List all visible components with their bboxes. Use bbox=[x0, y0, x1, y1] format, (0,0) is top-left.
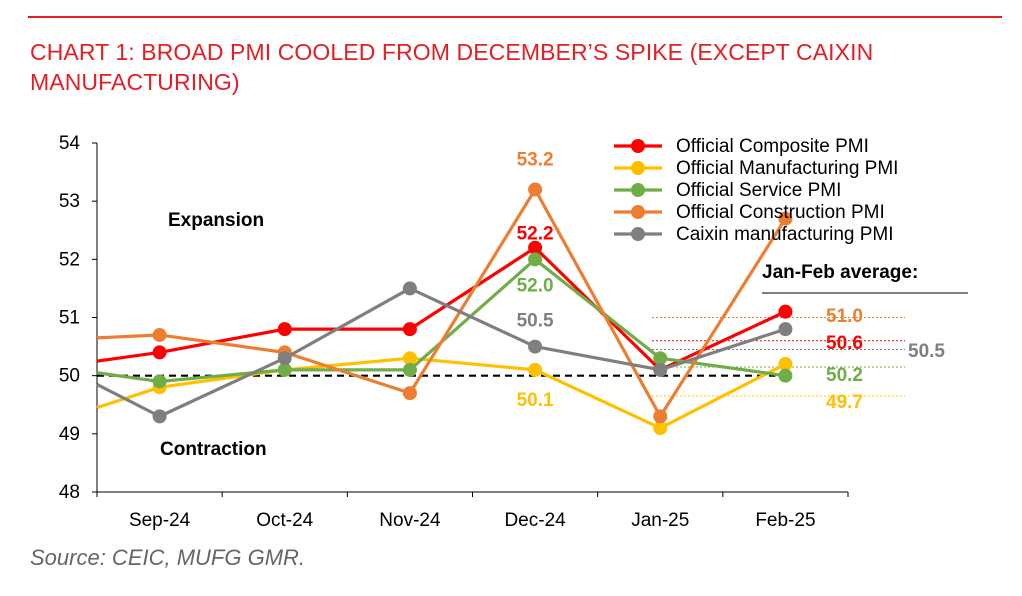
line-chart: 48 49 50 51 52 53 54 Sep-24 Oct-24 Nov-24 Dec-24 Ja… bbox=[59, 133, 968, 531]
y-tick-label: 52 bbox=[59, 249, 80, 270]
series-1-point bbox=[152, 345, 167, 360]
source-note: Source: CEIC, MUFG GMR. bbox=[30, 545, 306, 570]
x-tick-label: Sep-24 bbox=[129, 510, 191, 531]
series-5-point bbox=[277, 351, 292, 366]
legend-swatch-marker bbox=[631, 205, 645, 219]
series-2-point bbox=[402, 351, 417, 366]
legend-swatch-marker bbox=[631, 161, 645, 175]
legend-label: Official Manufacturing PMI bbox=[676, 158, 898, 179]
point-value-label: 50.1 bbox=[517, 390, 554, 411]
series-4-point bbox=[778, 211, 793, 226]
series-2-point bbox=[528, 362, 543, 377]
series-5-point bbox=[778, 322, 793, 337]
series-3-point bbox=[528, 252, 543, 267]
y-tick-label: 49 bbox=[59, 424, 80, 445]
y-tick-label: 50 bbox=[59, 366, 80, 387]
y-tick-label: 51 bbox=[59, 308, 80, 329]
series-2-point bbox=[653, 421, 668, 436]
series-4-point bbox=[402, 386, 417, 401]
average-value-label: 50.5 bbox=[908, 341, 945, 362]
series-3-point bbox=[277, 362, 292, 377]
series-1-point bbox=[778, 304, 793, 319]
series-line-1 bbox=[96, 246, 787, 372]
x-tick-label: Dec-24 bbox=[504, 510, 566, 531]
legend-label: Official Service PMI bbox=[676, 180, 841, 201]
x-tick-label: Jan-25 bbox=[631, 510, 689, 531]
series-5-point bbox=[152, 409, 167, 424]
series-5-point bbox=[402, 281, 417, 296]
series-1-point bbox=[528, 240, 543, 255]
y-tick-label: 54 bbox=[59, 133, 81, 154]
series-line-2 bbox=[96, 356, 787, 430]
series-3-point bbox=[778, 368, 793, 383]
legend-label: Caixin manufacturing PMI bbox=[676, 224, 894, 245]
chart-axes: 48 49 50 51 52 53 54 Sep-24 Oct-24 Nov-24 Dec-24 Ja… bbox=[59, 133, 849, 531]
series-4-point bbox=[653, 409, 668, 424]
series-3-point bbox=[653, 351, 668, 366]
average-value-label: 50.6 bbox=[826, 333, 863, 354]
y-tick-label: 53 bbox=[59, 191, 80, 212]
contraction-label: Contraction bbox=[160, 439, 267, 460]
series-2-point bbox=[778, 357, 793, 372]
point-value-label: 53.2 bbox=[517, 150, 554, 171]
y-tick-label: 48 bbox=[59, 482, 80, 503]
legend-swatch-marker bbox=[631, 139, 645, 153]
annotation-labels: Expansion Contraction 53.2 52.2 52.0 50.5 50.1… bbox=[160, 150, 968, 460]
point-value-label: 52.2 bbox=[517, 224, 554, 245]
average-value-label: 49.7 bbox=[826, 392, 863, 413]
x-tick-label: Nov-24 bbox=[379, 510, 441, 531]
series-3-point bbox=[152, 374, 167, 389]
series-lines bbox=[96, 182, 793, 436]
legend-label: Official Construction PMI bbox=[676, 202, 885, 223]
series-5-point bbox=[653, 362, 668, 377]
series-4-point bbox=[152, 327, 167, 342]
x-tick-label: Feb-25 bbox=[755, 510, 815, 531]
point-value-label: 52.0 bbox=[517, 275, 554, 296]
series-1-point bbox=[277, 322, 292, 337]
average-value-label: 50.2 bbox=[826, 365, 863, 386]
series-5-point bbox=[528, 339, 543, 354]
series-4-point bbox=[528, 182, 543, 197]
legend-swatch-marker bbox=[631, 183, 645, 197]
series-1-point bbox=[402, 322, 417, 337]
chart-title: CHART 1: BROAD PMI COOLED FROM DECEMBER’… bbox=[30, 39, 874, 95]
average-value-label: 51.0 bbox=[826, 306, 863, 327]
expansion-label: Expansion bbox=[168, 210, 264, 231]
legend-swatch-marker bbox=[631, 227, 645, 241]
top-rule bbox=[28, 16, 1002, 18]
legend-label: Official Composite PMI bbox=[676, 136, 869, 157]
point-value-label: 50.5 bbox=[517, 311, 554, 332]
average-title: Jan-Feb average: bbox=[762, 262, 918, 283]
series-3-point bbox=[402, 362, 417, 377]
x-tick-label: Oct-24 bbox=[256, 510, 313, 531]
